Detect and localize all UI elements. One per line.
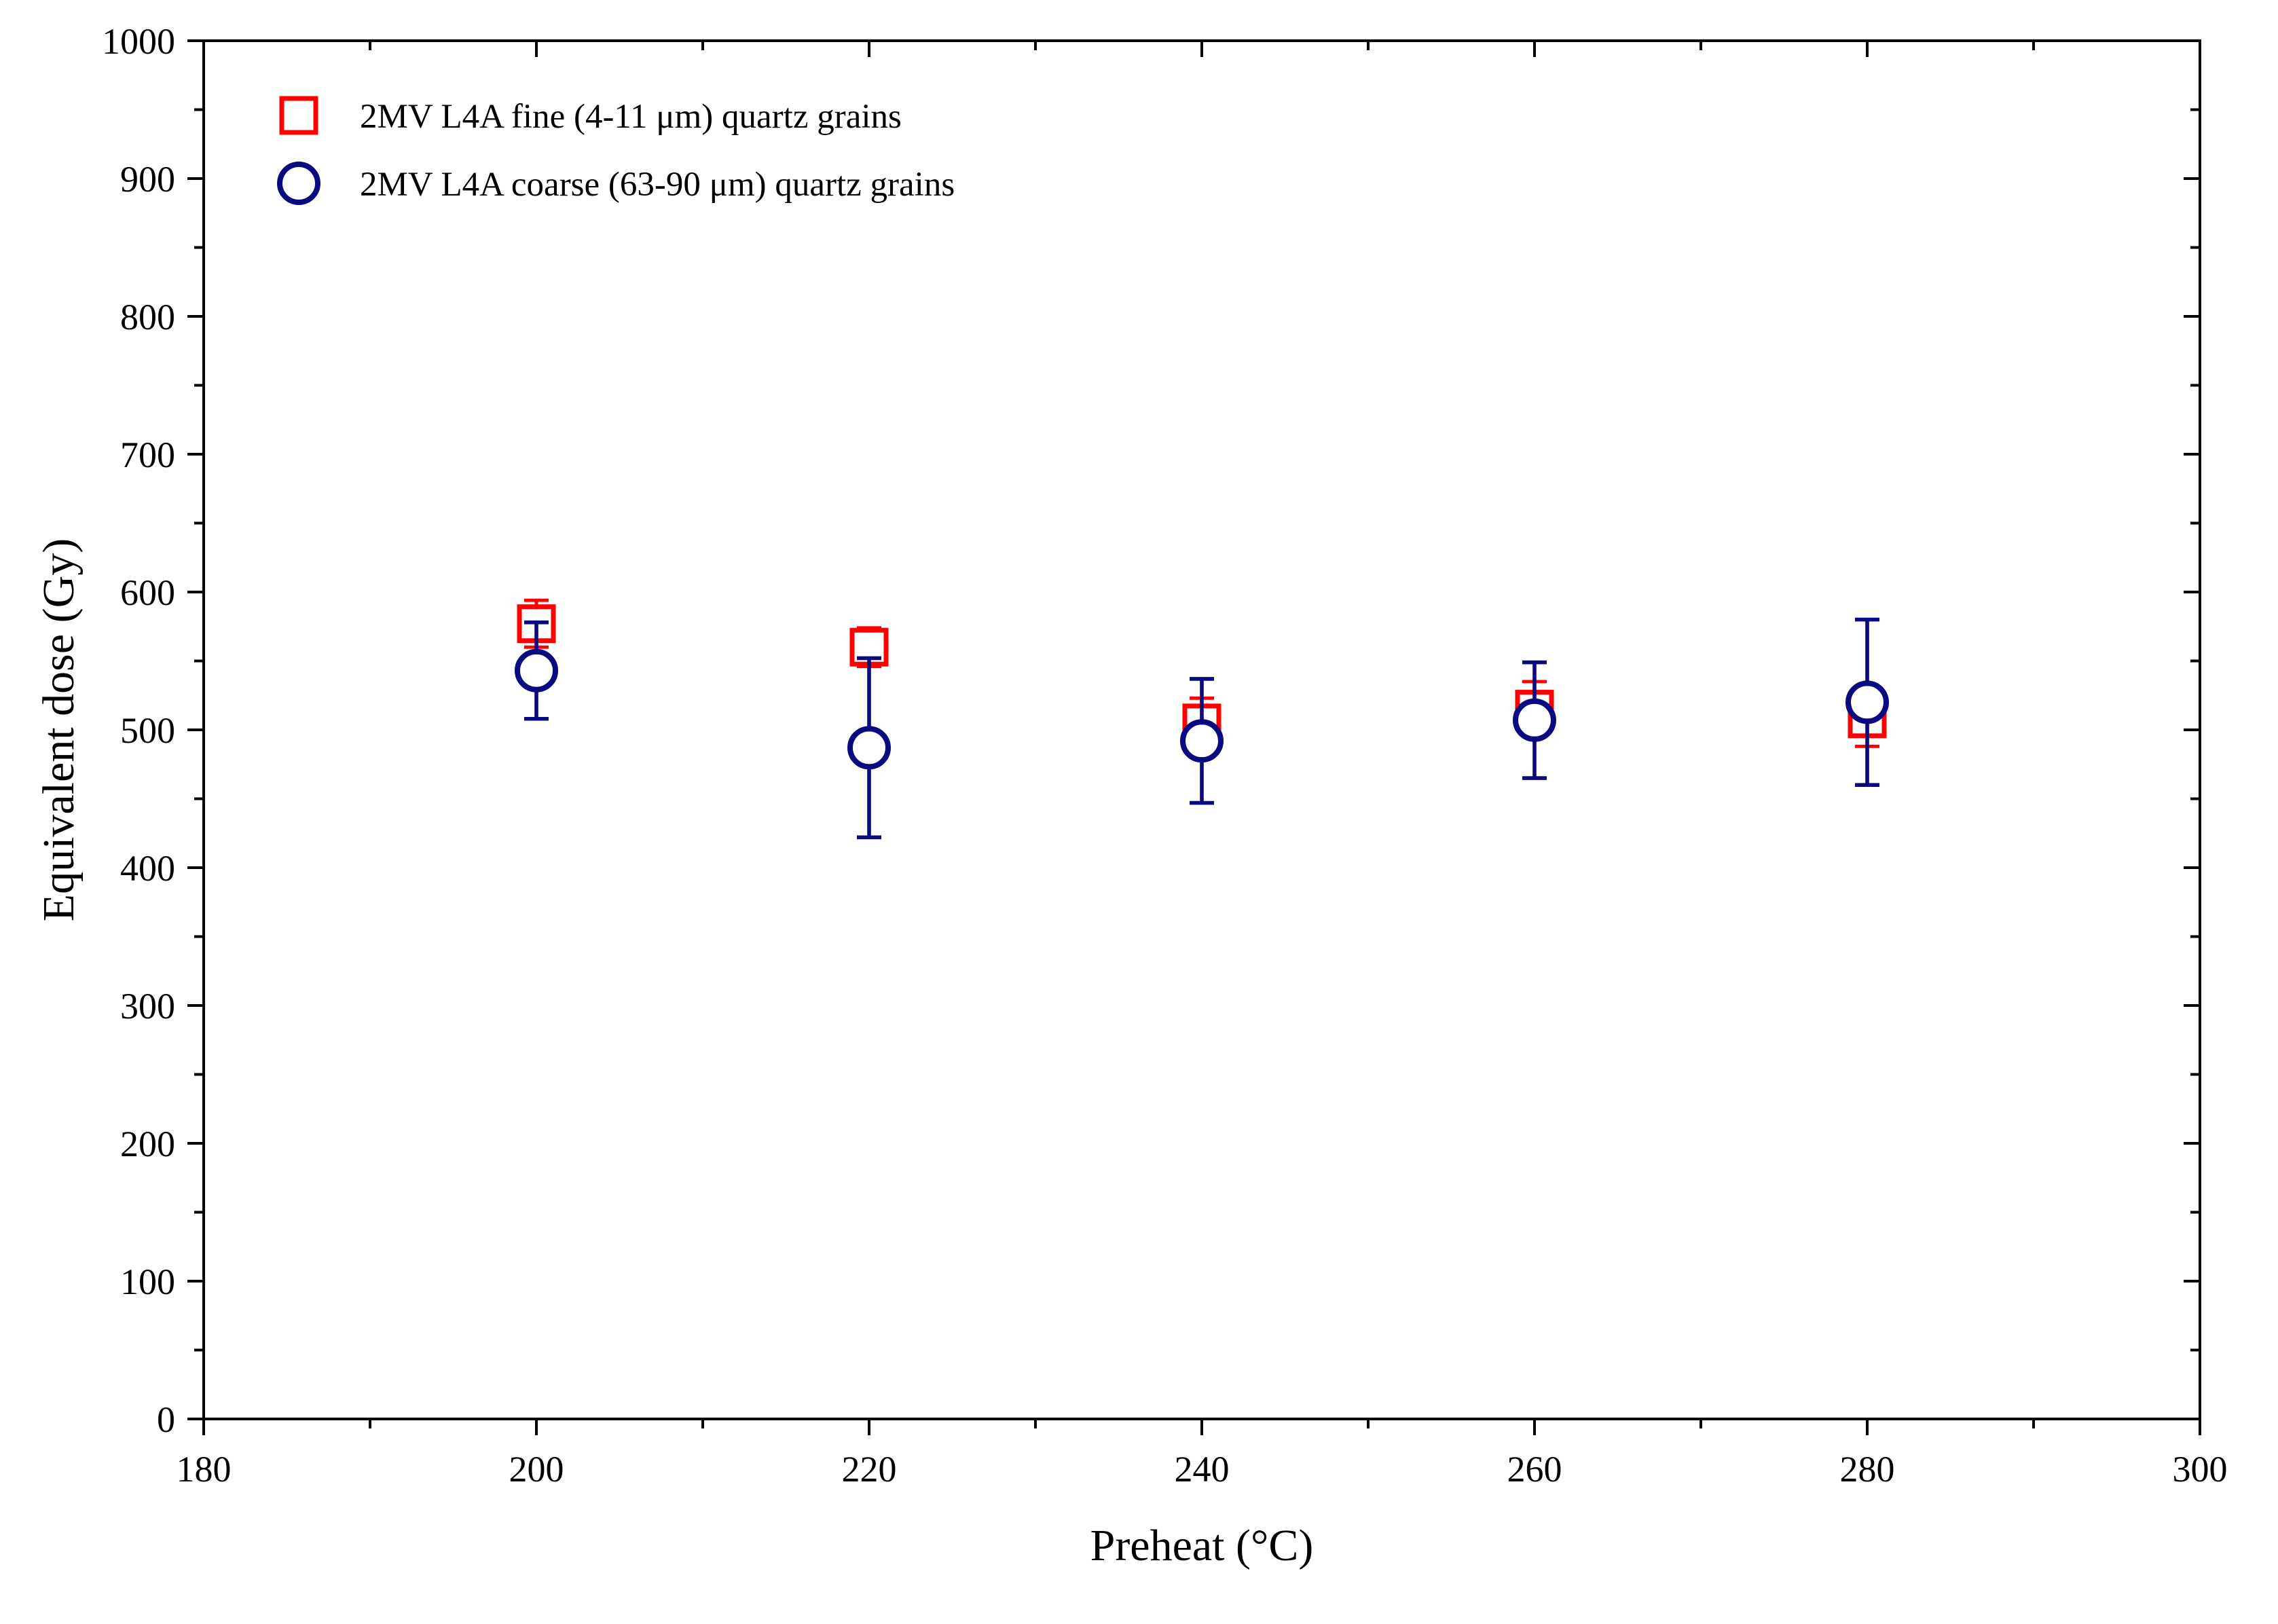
x-tick-label: 180 xyxy=(177,1449,232,1490)
y-tick-label: 700 xyxy=(120,435,175,475)
chart-container: 180 200 220 240 260 280 300 0 100 200 300 400 500 600… xyxy=(0,0,2278,1624)
y-tick-label: 600 xyxy=(120,572,175,613)
x-tick-label: 220 xyxy=(842,1449,897,1490)
equivalent-dose-vs-preheat-chart: 180 200 220 240 260 280 300 0 100 200 300 400 500 600… xyxy=(0,0,2278,1624)
x-tick-label: 300 xyxy=(2173,1449,2228,1490)
legend-label: 2MV L4A fine (4-11 μm) quartz grains xyxy=(360,98,902,136)
y-tick-label: 200 xyxy=(120,1124,175,1164)
y-tick-label: 100 xyxy=(120,1261,175,1302)
x-tick-label: 200 xyxy=(509,1449,564,1490)
legend-label: 2MV L4A coarse (63-90 μm) quartz grains xyxy=(360,166,955,204)
y-tick-label: 300 xyxy=(120,986,175,1027)
x-tick-label: 280 xyxy=(1840,1449,1895,1490)
y-tick-label: 0 xyxy=(157,1399,175,1440)
x-tick-label: 240 xyxy=(1175,1449,1230,1490)
y-tick-label: 800 xyxy=(120,297,175,337)
y-tick-label: 400 xyxy=(120,848,175,889)
x-axis-label: Preheat (°C) xyxy=(1090,1521,1314,1570)
legend-item-coarse: 2MV L4A coarse (63-90 μm) quartz grains xyxy=(280,164,955,204)
legend-item-fine: 2MV L4A fine (4-11 μm) quartz grains xyxy=(282,98,902,136)
y-tick-label: 500 xyxy=(120,710,175,751)
y-tick-label: 1000 xyxy=(102,21,175,62)
y-tick-label: 900 xyxy=(120,159,175,200)
y-axis-label: Equivalent dose (Gy) xyxy=(34,538,84,922)
x-tick-label: 260 xyxy=(1507,1449,1562,1490)
